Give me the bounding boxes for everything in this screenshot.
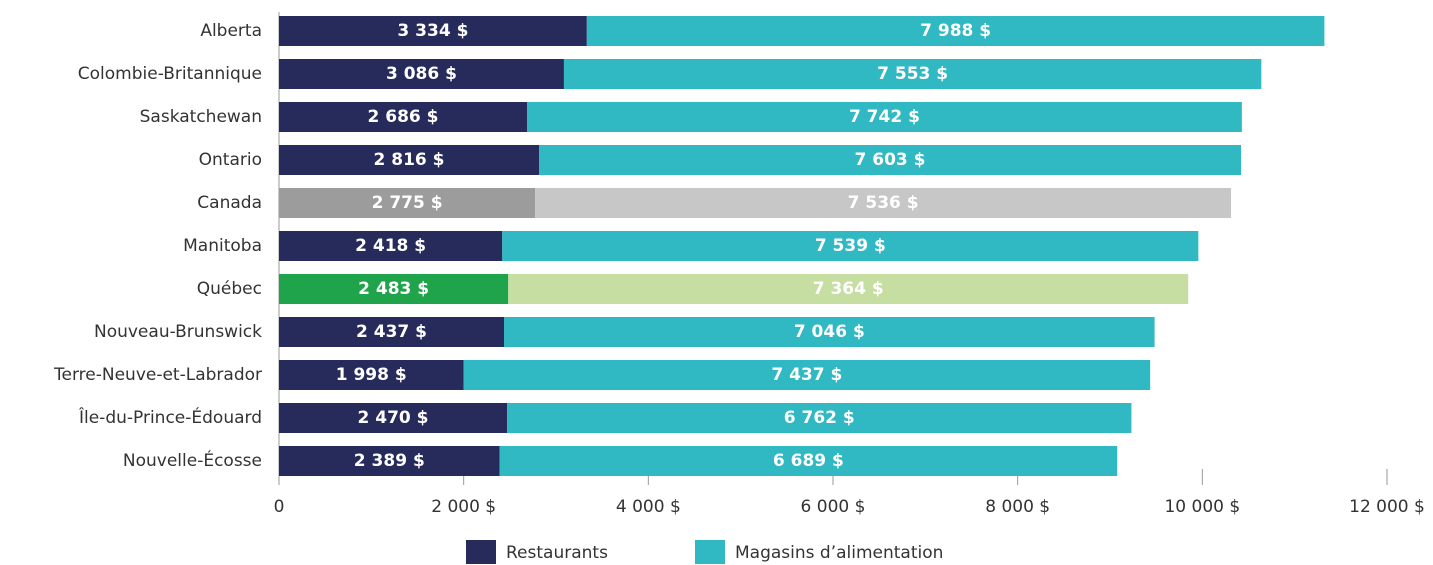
bar-segment bbox=[279, 403, 508, 433]
y-tick-label: Terre-Neuve-et-Labrador bbox=[53, 365, 262, 385]
x-tick-label: 0 bbox=[274, 497, 285, 517]
y-tick-label: Saskatchewan bbox=[140, 107, 262, 127]
value-label: 2 418 $ bbox=[355, 236, 426, 256]
legend-label: Magasins d’alimentation bbox=[735, 543, 943, 563]
x-tick-label: 4 000 $ bbox=[616, 497, 681, 517]
y-tick-label: Ontario bbox=[199, 150, 262, 170]
bar-segment bbox=[279, 102, 528, 132]
bar-segment bbox=[527, 102, 1242, 132]
value-label: 7 046 $ bbox=[794, 322, 865, 342]
bar-segment bbox=[279, 274, 509, 304]
y-tick-label: Nouveau-Brunswick bbox=[94, 322, 262, 342]
bar-segment bbox=[279, 360, 464, 390]
bar-segment bbox=[563, 59, 1262, 89]
value-label: 1 998 $ bbox=[336, 365, 407, 385]
value-label: 7 437 $ bbox=[771, 365, 842, 385]
bar-segment bbox=[499, 446, 1118, 476]
bar-segment bbox=[502, 231, 1199, 261]
y-tick-label: Manitoba bbox=[183, 236, 262, 256]
value-label: 7 539 $ bbox=[815, 236, 886, 256]
value-label: 7 988 $ bbox=[920, 21, 991, 41]
bar-segment bbox=[279, 16, 587, 46]
bar-segment bbox=[279, 446, 500, 476]
bar-segment bbox=[279, 145, 540, 175]
bar-segment bbox=[279, 231, 503, 261]
value-label: 2 483 $ bbox=[358, 279, 429, 299]
bar-segment bbox=[463, 360, 1151, 390]
value-label: 7 603 $ bbox=[855, 150, 926, 170]
x-tick-label: 6 000 $ bbox=[801, 497, 866, 517]
y-tick-label: Colombie-Britannique bbox=[78, 64, 262, 84]
bar-segment bbox=[279, 317, 505, 347]
bar-segment bbox=[539, 145, 1242, 175]
value-label: 2 686 $ bbox=[368, 107, 439, 127]
y-tick-label: Île-du-Prince-Édouard bbox=[78, 406, 262, 428]
value-label: 7 364 $ bbox=[813, 279, 884, 299]
value-label: 3 086 $ bbox=[386, 64, 457, 84]
x-tick-label: 8 000 $ bbox=[985, 497, 1050, 517]
value-label: 6 762 $ bbox=[784, 408, 855, 428]
value-label: 3 334 $ bbox=[397, 21, 468, 41]
x-tick-label: 12 000 $ bbox=[1349, 497, 1425, 517]
value-label: 6 689 $ bbox=[773, 451, 844, 471]
value-label: 7 553 $ bbox=[877, 64, 948, 84]
legend-swatch bbox=[466, 540, 496, 564]
value-label: 2 470 $ bbox=[358, 408, 429, 428]
bar-segment bbox=[507, 403, 1132, 433]
y-tick-label: Canada bbox=[197, 193, 262, 213]
legend-label: Restaurants bbox=[506, 543, 608, 563]
bar-segment bbox=[535, 188, 1232, 218]
y-tick-label: Nouvelle-Écosse bbox=[123, 449, 262, 471]
bar-segment bbox=[279, 188, 536, 218]
y-tick-label: Québec bbox=[197, 279, 262, 299]
bar-segment bbox=[504, 317, 1155, 347]
value-label: 7 536 $ bbox=[848, 193, 919, 213]
value-label: 2 389 $ bbox=[354, 451, 425, 471]
value-label: 2 816 $ bbox=[374, 150, 445, 170]
legend-swatch bbox=[695, 540, 725, 564]
y-tick-label: Alberta bbox=[200, 21, 262, 41]
bar-segment bbox=[279, 59, 564, 89]
value-label: 7 742 $ bbox=[849, 107, 920, 127]
x-tick-label: 10 000 $ bbox=[1164, 497, 1240, 517]
value-label: 2 775 $ bbox=[372, 193, 443, 213]
x-tick-label: 2 000 $ bbox=[431, 497, 496, 517]
bar-segment bbox=[508, 274, 1189, 304]
bar-segment bbox=[586, 16, 1325, 46]
value-label: 2 437 $ bbox=[356, 322, 427, 342]
